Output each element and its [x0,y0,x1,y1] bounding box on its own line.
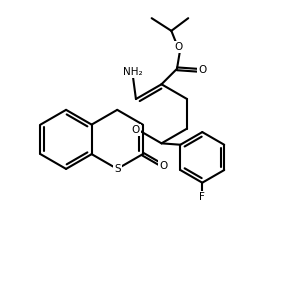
Text: O: O [198,65,206,75]
Text: O: O [132,125,140,135]
Text: NH₂: NH₂ [123,67,143,77]
Text: S: S [114,164,120,174]
Text: O: O [159,161,168,171]
Text: O: O [174,42,183,52]
Text: F: F [199,192,205,202]
